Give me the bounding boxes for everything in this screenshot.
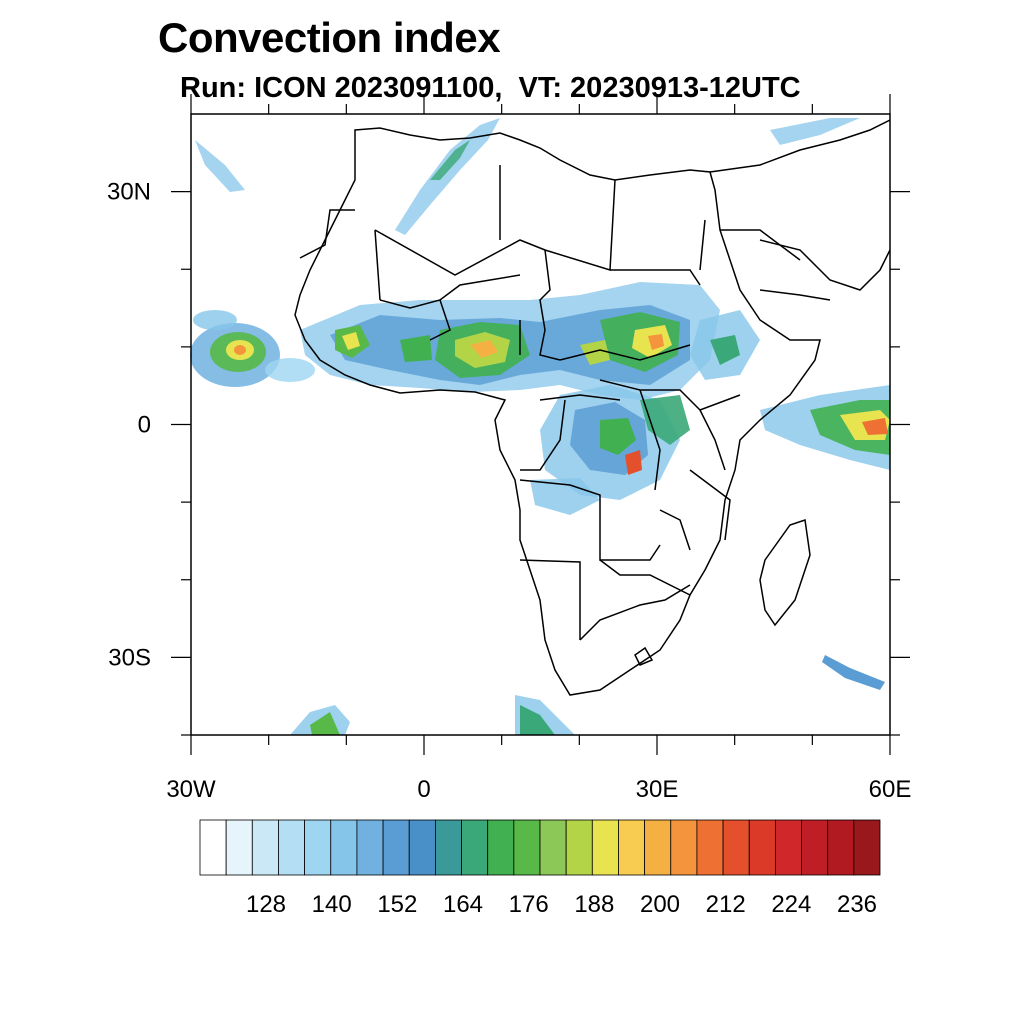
colorbar: [199, 819, 881, 876]
colorbar-swatch: [304, 819, 332, 876]
colorbar-swatch: [408, 819, 436, 876]
colorbar-swatch: [382, 819, 410, 876]
colorbar-swatch: [434, 819, 462, 876]
colorbar-label: 212: [706, 891, 746, 918]
colorbar-swatch: [696, 819, 724, 876]
colorbar-swatch: [330, 819, 358, 876]
chart-subtitle: Run: ICON 2023091100, VT: 20230913-12UTC: [180, 72, 801, 104]
colorbar-label: 188: [574, 891, 614, 918]
x-tick-label: 0: [417, 776, 430, 803]
colorbar-label: 236: [837, 891, 877, 918]
colorbar-swatch: [827, 819, 855, 876]
chart-title: Convection index: [158, 14, 501, 61]
colorbar-swatch: [748, 819, 776, 876]
colorbar-swatch: [199, 819, 227, 876]
colorbar-label: 140: [312, 891, 352, 918]
colorbar-swatch: [670, 819, 698, 876]
colorbar-swatch: [513, 819, 541, 876]
colorbar-swatch: [225, 819, 253, 876]
colorbar-swatch: [644, 819, 672, 876]
colorbar-swatch: [774, 819, 802, 876]
x-tick-label: 60E: [869, 776, 912, 803]
convection-field: [190, 118, 890, 735]
y-tick-label: 0: [138, 412, 151, 439]
colorbar-swatch: [356, 819, 384, 876]
colorbar-swatch: [487, 819, 515, 876]
y-tick-label: 30N: [107, 179, 151, 206]
map-outlines: [294, 119, 891, 696]
colorbar-swatch: [801, 819, 829, 876]
y-tick-label: 30S: [108, 644, 151, 671]
colorbar-swatch: [565, 819, 593, 876]
colorbar-label: 176: [509, 891, 549, 918]
axis-tick-labels: 30W 0 30E 60E 30N 0 30S: [107, 179, 911, 803]
colorbar-label: 164: [443, 891, 483, 918]
axis-ticks: [171, 94, 910, 755]
colorbar-label: 224: [771, 891, 811, 918]
colorbar-label: 152: [377, 891, 417, 918]
colorbar-label: 200: [640, 891, 680, 918]
colorbar-swatch: [618, 819, 646, 876]
colorbar-label: 128: [246, 891, 286, 918]
colorbar-swatch: [251, 819, 279, 876]
colorbar-swatch: [853, 819, 881, 876]
colorbar-swatch: [539, 819, 567, 876]
colorbar-swatch: [722, 819, 750, 876]
colorbar-swatch: [461, 819, 489, 876]
colorbar-swatch: [278, 819, 306, 876]
x-tick-label: 30W: [166, 776, 216, 803]
colorbar-labels: 128 140 152 164 176 188 200 212 224 236: [246, 891, 877, 918]
colorbar-swatch: [591, 819, 619, 876]
x-tick-label: 30E: [636, 776, 679, 803]
